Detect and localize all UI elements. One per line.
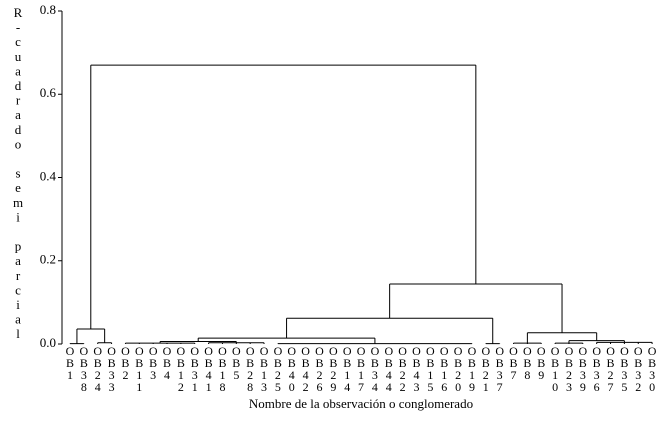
cluster-link [124,342,196,344]
cluster-link [513,342,542,344]
cluster-link [389,283,563,333]
y-tick-label: 0.2 [40,252,56,267]
y-tick-label: 0.0 [40,335,56,350]
x-axis-title: Nombre de la observación o conglomerado [249,396,473,411]
cluster-link [554,342,584,344]
cluster-link [596,341,653,344]
cluster-link [286,317,494,344]
y-tick-label: 0.6 [40,85,57,100]
cluster-link [76,328,106,344]
y-tick-label: 0.4 [40,168,57,183]
cluster-link [526,332,598,344]
y-tick-label: 0.8 [40,2,56,17]
cluster-link [208,342,265,344]
cluster-link [159,341,237,344]
cluster-link [90,64,477,330]
